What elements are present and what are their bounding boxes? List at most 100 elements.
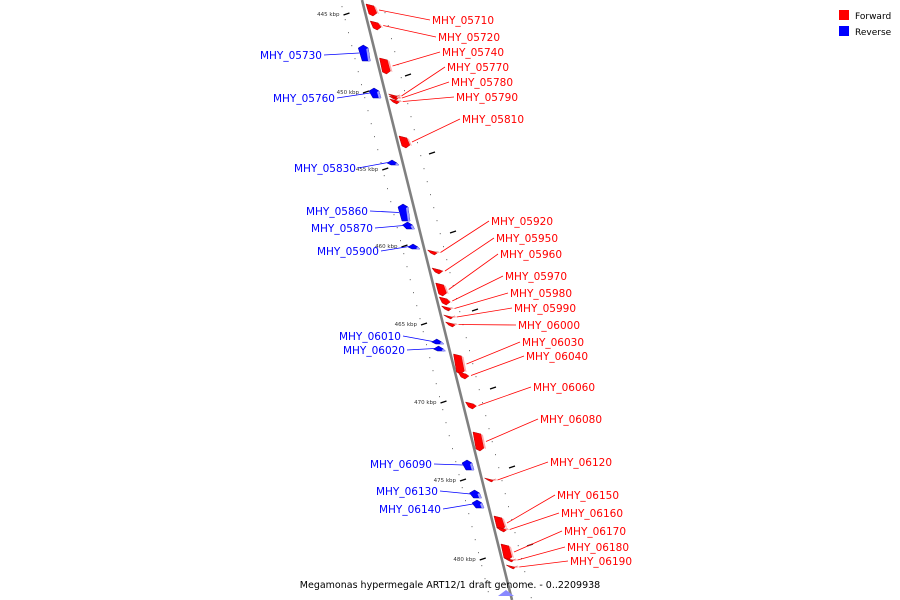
guide-dot: [472, 363, 474, 365]
gene-shade: [461, 356, 467, 372]
leader-line: [442, 503, 474, 510]
leader-line: [411, 118, 461, 143]
gene-feature-mhy_06060[interactable]: [464, 401, 477, 410]
gene-label-mhy_05780[interactable]: MHY_05780: [451, 77, 513, 89]
gene-label-mhy_05990[interactable]: MHY_05990: [514, 303, 576, 315]
guide-dot: [530, 597, 532, 599]
guide-dot: [439, 396, 440, 398]
gene-label-mhy_05770[interactable]: MHY_05770: [447, 62, 509, 74]
gene-label-mhy_06180[interactable]: MHY_06180: [567, 542, 629, 554]
gene-feature-mhy_06080[interactable]: [472, 431, 485, 452]
gene-label-mhy_06170[interactable]: MHY_06170: [564, 526, 626, 538]
leader-line: [406, 348, 435, 351]
gene-label-mhy_06120[interactable]: MHY_06120: [550, 457, 612, 469]
guide-dot: [420, 155, 422, 157]
gene-label-mhy_05720[interactable]: MHY_05720: [438, 32, 500, 44]
gene-label-mhy_06030[interactable]: MHY_06030: [522, 337, 584, 349]
gene-label-mhy_05860[interactable]: MHY_05860: [306, 206, 368, 218]
legend-forward-label: Forward: [855, 12, 891, 22]
gene-label-mhy_06060[interactable]: MHY_06060: [533, 382, 595, 394]
gene-label-mhy_05900[interactable]: MHY_05900: [317, 246, 379, 258]
gene-labels[interactable]: MHY_05710 MHY_05720 MHY_05730 MHY_05740 MHY_…: [260, 9, 632, 568]
gene-feature-mhy_05810[interactable]: [398, 135, 411, 149]
gene-label-mhy_06040[interactable]: MHY_06040: [526, 351, 588, 363]
guide-dot: [406, 266, 408, 268]
tick-label: 465 kbp: [395, 322, 418, 328]
leader-line: [517, 546, 566, 561]
gene-label-mhy_05970[interactable]: MHY_05970: [505, 271, 567, 283]
gene-feature-mhy_06030[interactable]: [453, 353, 465, 375]
tick-label: 445 kbp: [317, 12, 340, 18]
gene-label-mhy_05950[interactable]: MHY_05950: [496, 233, 558, 245]
gene-shade: [481, 434, 486, 449]
gene-feature-mhy_06170[interactable]: [500, 543, 513, 561]
leader-line: [402, 96, 455, 102]
gene-label-mhy_06010[interactable]: MHY_06010: [339, 331, 401, 343]
gene-feature-mhy_05920[interactable]: [426, 249, 440, 256]
leader-line: [336, 92, 371, 99]
gene-feature-mhy_05980[interactable]: [440, 305, 454, 312]
gene-label-mhy_06190[interactable]: MHY_06190: [570, 556, 632, 568]
leader-line: [497, 461, 549, 481]
gene-label-mhy_05920[interactable]: MHY_05920: [491, 216, 553, 228]
gene-shade: [377, 91, 381, 99]
legend: Forward Reverse: [839, 10, 892, 38]
gene-shade: [514, 566, 520, 568]
gene-feature-mhy_05960[interactable]: [435, 282, 448, 297]
gene-shade: [504, 529, 510, 530]
guide-dot: [396, 227, 398, 229]
leader-line: [378, 9, 431, 21]
leader-line: [392, 51, 441, 67]
guide-dot: [443, 246, 444, 248]
gene-shade: [502, 518, 507, 528]
gene-label-mhy_05960[interactable]: MHY_05960: [500, 249, 562, 261]
gene-feature-mhy_05970[interactable]: [438, 296, 451, 306]
gene-feature-mhy_05740[interactable]: [379, 57, 391, 75]
gene-feature-mhy_06040[interactable]: [457, 371, 470, 380]
gene-label-mhy_05730[interactable]: MHY_05730: [260, 50, 322, 62]
leader-line: [402, 335, 433, 342]
gene-label-mhy_06150[interactable]: MHY_06150: [557, 490, 619, 502]
gene-shade: [451, 316, 457, 318]
tick-label: 450 kbp: [337, 90, 360, 96]
gene-label-mhy_05760[interactable]: MHY_05760: [273, 93, 335, 105]
gene-label-mhy_05710[interactable]: MHY_05710: [432, 15, 494, 27]
guide-dot: [469, 350, 470, 352]
tick-mark: [420, 322, 428, 326]
gene-label-mhy_06090[interactable]: MHY_06090: [370, 459, 432, 471]
gene-label-mhy_06160[interactable]: MHY_06160: [561, 508, 623, 520]
guide-dot: [404, 90, 405, 92]
leader-line: [456, 307, 513, 318]
guide-dot: [422, 331, 424, 333]
gene-feature-mhy_05720[interactable]: [369, 20, 382, 31]
gene-label-mhy_05740[interactable]: MHY_05740: [442, 47, 504, 59]
gene-shade: [480, 503, 484, 509]
guide-dot: [471, 526, 473, 528]
gene-shade: [470, 463, 474, 471]
guide-dot: [482, 402, 483, 404]
gene-feature-mhy_05790[interactable]: [388, 98, 402, 105]
gene-label-mhy_06140[interactable]: MHY_06140: [379, 504, 441, 516]
gene-features[interactable]: [357, 3, 520, 596]
gene-label-mhy_06130[interactable]: MHY_06130: [376, 486, 438, 498]
gene-label-mhy_06020[interactable]: MHY_06020: [343, 345, 405, 357]
gene-feature-mhy_05710[interactable]: [365, 3, 378, 17]
gene-label-mhy_06000[interactable]: MHY_06000: [518, 320, 580, 332]
gene-feature-mhy_06160[interactable]: [495, 526, 509, 533]
gene-label-mhy_06080[interactable]: MHY_06080: [540, 414, 602, 426]
gene-label-mhy_05870[interactable]: MHY_05870: [311, 223, 373, 235]
guide-dot: [488, 428, 490, 430]
gene-shade: [416, 247, 420, 250]
gene-label-mhy_05810[interactable]: MHY_05810: [462, 114, 524, 126]
guide-dot: [387, 25, 389, 27]
leader-line: [439, 490, 471, 495]
leader-line: [470, 355, 525, 376]
gene-label-mhy_05980[interactable]: MHY_05980: [510, 288, 572, 300]
gene-label-mhy_05790[interactable]: MHY_05790: [456, 92, 518, 104]
gene-feature-mhy_05950[interactable]: [431, 267, 444, 275]
gene-label-mhy_05830[interactable]: MHY_05830: [294, 163, 356, 175]
gene-feature-mhy_06000[interactable]: [444, 321, 458, 328]
guide-dot: [413, 129, 415, 131]
tick-label: 455 kbp: [356, 167, 379, 173]
